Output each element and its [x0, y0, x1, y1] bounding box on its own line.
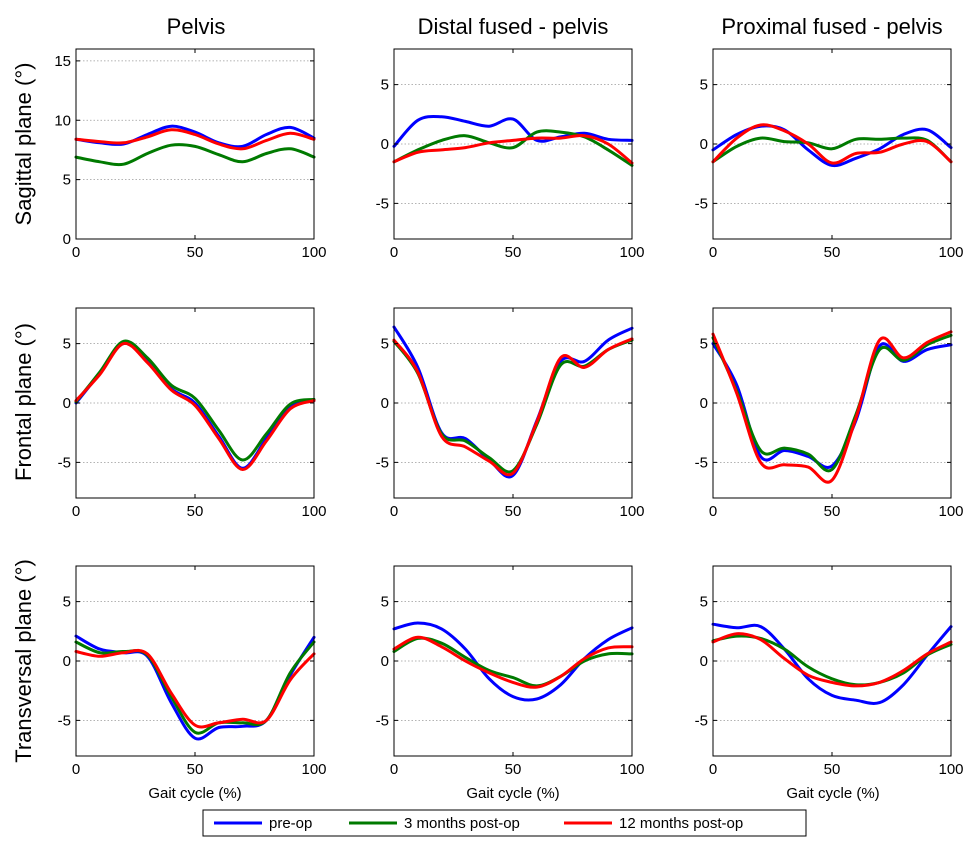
x-tick-label: 0: [72, 761, 80, 778]
series-line-12-months-post-op: [392, 635, 634, 689]
y-tick-label: 5: [381, 336, 389, 353]
column-title-1: Pelvis: [167, 14, 226, 39]
x-axis-label-3: Gait cycle (%): [786, 785, 879, 802]
x-tick-label: 100: [619, 503, 644, 520]
y-tick-label: 10: [54, 112, 71, 129]
x-axis-label-2: Gait cycle (%): [466, 785, 559, 802]
y-tick-label: 0: [63, 231, 71, 248]
series-line-3-months-post-op: [392, 636, 634, 688]
y-tick-label: 5: [63, 594, 71, 611]
legend-label-3-months: 3 months post-op: [404, 815, 520, 832]
y-tick-label: 5: [700, 77, 708, 94]
y-tick-label: -5: [376, 712, 389, 729]
series-line-12-months-post-op: [74, 342, 316, 471]
x-tick-label: 100: [301, 503, 326, 520]
series-line-12-months-post-op: [74, 648, 316, 729]
row-label-transversal: Transversal plane (°): [11, 559, 36, 763]
y-tick-label: -5: [376, 454, 389, 471]
y-tick-label: 5: [63, 172, 71, 189]
column-title-3: Proximal fused - pelvis: [721, 14, 942, 39]
x-tick-label: 100: [619, 761, 644, 778]
y-tick-label: -5: [695, 195, 708, 212]
y-tick-label: 5: [381, 594, 389, 611]
x-tick-label: 0: [390, 503, 398, 520]
y-tick-label: 5: [381, 77, 389, 94]
y-tick-label: 0: [381, 395, 389, 412]
y-tick-label: 0: [700, 136, 708, 153]
x-tick-label: 50: [824, 244, 841, 261]
x-tick-label: 50: [505, 503, 522, 520]
x-tick-label: 0: [709, 503, 717, 520]
legend-label-12-months: 12 months post-op: [619, 815, 743, 832]
x-tick-label: 50: [824, 761, 841, 778]
x-tick-label: 50: [505, 244, 522, 261]
column-title-2: Distal fused - pelvis: [418, 14, 609, 39]
series-line-12-months-post-op: [392, 337, 634, 477]
x-tick-label: 50: [187, 761, 204, 778]
x-tick-label: 100: [619, 244, 644, 261]
y-tick-label: 0: [381, 136, 389, 153]
x-tick-label: 0: [709, 761, 717, 778]
series-line-pre-op: [392, 621, 634, 702]
y-tick-label: -5: [376, 195, 389, 212]
y-tick-label: 5: [700, 594, 708, 611]
series-line-12-months-post-op: [74, 128, 316, 151]
series-line-3-months-post-op: [74, 143, 316, 167]
x-tick-label: 50: [187, 244, 204, 261]
series-line-3-months-post-op: [392, 129, 634, 167]
x-tick-label: 50: [187, 503, 204, 520]
x-tick-label: 100: [938, 761, 963, 778]
x-axis-label-1: Gait cycle (%): [148, 785, 241, 802]
y-tick-label: 15: [54, 53, 71, 70]
x-tick-label: 100: [301, 761, 326, 778]
y-tick-label: 0: [700, 395, 708, 412]
x-tick-label: 0: [72, 244, 80, 261]
y-tick-label: 0: [63, 395, 71, 412]
legend-label-pre-op: pre-op: [269, 815, 312, 832]
x-tick-label: 100: [938, 503, 963, 520]
series-line-12-months-post-op: [711, 123, 953, 165]
y-tick-label: 5: [63, 336, 71, 353]
x-tick-label: 0: [709, 244, 717, 261]
y-tick-label: 0: [381, 653, 389, 670]
y-tick-label: 0: [63, 653, 71, 670]
series-line-pre-op: [74, 124, 316, 149]
row-label-frontal: Frontal plane (°): [11, 323, 36, 481]
y-tick-label: 5: [700, 336, 708, 353]
legend-box: [202, 809, 807, 837]
x-tick-label: 0: [390, 244, 398, 261]
series-line-pre-op: [711, 622, 953, 705]
x-tick-label: 0: [390, 761, 398, 778]
x-tick-label: 0: [72, 503, 80, 520]
series-line-12-months-post-op: [711, 632, 953, 688]
y-tick-label: -5: [58, 454, 71, 471]
legend: pre-op 3 months post-op 12 months post-o…: [202, 809, 807, 837]
panel-r1-c1: 0 5 10 15 0 50 100: [54, 48, 327, 261]
x-tick-label: 100: [301, 244, 326, 261]
series-line-3-months-post-op: [711, 333, 953, 473]
series-line-12-months-post-op: [711, 330, 953, 484]
series-line-pre-op: [392, 114, 634, 148]
series-line-3-months-post-op: [711, 136, 953, 164]
y-tick-label: 0: [700, 653, 708, 670]
x-tick-label: 50: [505, 761, 522, 778]
y-tick-label: -5: [58, 712, 71, 729]
x-tick-label: 50: [824, 503, 841, 520]
x-tick-label: 100: [938, 244, 963, 261]
series-line-12-months-post-op: [392, 134, 634, 165]
row-label-sagittal: Sagittal plane (°): [11, 63, 36, 226]
y-tick-label: -5: [695, 712, 708, 729]
y-tick-label: -5: [695, 454, 708, 471]
